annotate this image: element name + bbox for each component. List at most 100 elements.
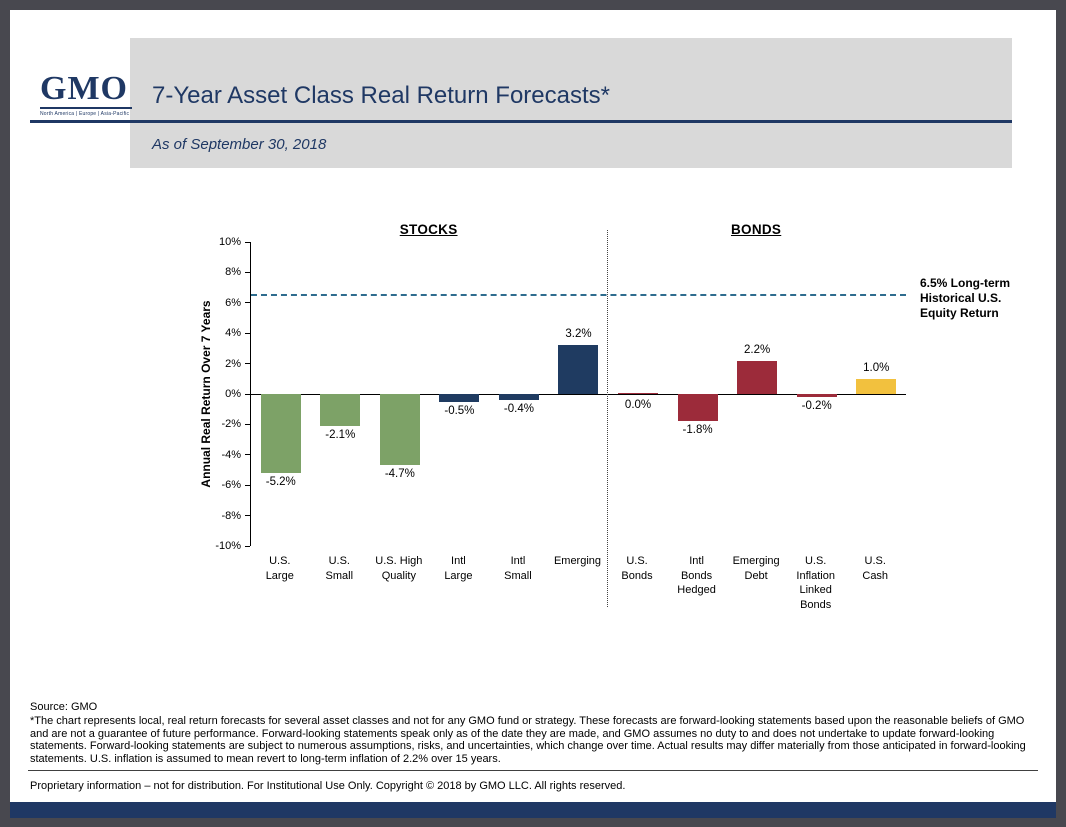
category-labels: U.S. Large U.S. Small U.S. High Quality Int… xyxy=(250,554,905,624)
bar xyxy=(558,345,599,394)
category-label: Intl Bonds Hedged xyxy=(677,555,716,596)
y-tick-mark xyxy=(245,363,250,365)
category-label: Intl Small xyxy=(504,555,532,582)
y-tick: -6% xyxy=(221,479,250,491)
bar-column: -1.8% xyxy=(668,242,728,546)
title-band xyxy=(130,38,1012,168)
bar-column: 1.0% xyxy=(846,242,906,546)
y-tick-mark xyxy=(245,454,250,456)
source-note: Source: GMO xyxy=(30,701,98,713)
disclaimer-text: *The chart represents local, real return… xyxy=(30,715,1026,765)
as-of-date: As of September 30, 2018 xyxy=(152,136,327,153)
slide-page: GMO North America | Europe | Asia-Pacifi… xyxy=(10,10,1056,802)
bar-column: -5.2% xyxy=(251,242,311,546)
bar-value-label: -4.7% xyxy=(384,468,415,481)
legal-text: Proprietary information – not for distri… xyxy=(30,780,626,792)
gmo-logo-text: GMO xyxy=(40,70,128,107)
bar-value-label: -5.2% xyxy=(265,476,296,489)
bar-value-label: 2.2% xyxy=(744,343,771,356)
y-tick-label: 0% xyxy=(225,388,241,400)
y-tick-label: 6% xyxy=(225,296,241,309)
group-header-bonds: BONDS xyxy=(730,222,782,237)
y-tick-mark xyxy=(245,515,250,517)
y-tick-label: 10% xyxy=(218,236,241,248)
y-tick: 10% xyxy=(219,236,250,248)
bar xyxy=(498,394,539,401)
reference-line-annotation: 6.5% Long-term Historical U.S. Equity Re… xyxy=(920,276,1011,320)
group-headers: STOCKS BONDS xyxy=(250,222,905,240)
header-rule xyxy=(30,120,1012,123)
bar xyxy=(379,394,420,466)
bar xyxy=(320,394,361,426)
y-tick: 8% xyxy=(225,266,250,278)
plot-area: -5.2% -2.1% -4.7% -0.5% -0.4% 3.2% 0.0% -1.8% 2.… xyxy=(250,242,906,546)
bar-value-label: -0.5% xyxy=(444,404,475,417)
bar xyxy=(618,393,659,395)
zero-axis-line xyxy=(251,394,906,395)
category-label: U.S. Small xyxy=(325,555,354,582)
bar xyxy=(677,394,718,422)
bar xyxy=(260,394,301,474)
bar-column: 2.2% xyxy=(727,242,787,546)
y-tick-mark xyxy=(245,241,250,243)
bar-column: -0.4% xyxy=(489,242,549,546)
y-tick: -2% xyxy=(221,418,250,430)
bar xyxy=(856,378,897,394)
stocks-bonds-separator xyxy=(607,230,609,607)
y-tick-label: 4% xyxy=(225,327,241,340)
y-tick-mark xyxy=(245,545,250,547)
bar-value-label: -2.1% xyxy=(325,428,356,441)
category-label: Intl Large xyxy=(444,555,473,582)
bar-column: -0.5% xyxy=(430,242,490,546)
y-tick: 2% xyxy=(225,358,250,370)
y-tick-mark xyxy=(245,484,250,486)
y-tick: 0% xyxy=(225,388,250,400)
bar-column: -4.7% xyxy=(370,242,430,546)
y-tick: -10% xyxy=(215,540,250,552)
bar-value-label: 3.2% xyxy=(565,328,592,341)
bar-column: -2.1% xyxy=(311,242,371,546)
y-tick-label: 2% xyxy=(225,357,241,370)
y-tick-mark xyxy=(245,271,250,273)
bar xyxy=(737,360,778,394)
bar-column: -0.2% xyxy=(787,242,847,546)
gmo-logo: GMO North America | Europe | Asia-Pacifi… xyxy=(40,72,140,117)
y-tick-label: -6% xyxy=(221,479,241,492)
y-tick-mark xyxy=(245,302,250,304)
y-tick-mark xyxy=(245,423,250,425)
bar-value-label: -0.4% xyxy=(503,403,534,416)
y-tick: -8% xyxy=(221,510,250,522)
y-tick-label: -4% xyxy=(221,448,241,461)
group-header-stocks: STOCKS xyxy=(399,222,458,237)
y-tick-label: -2% xyxy=(221,418,241,431)
y-axis-ticks: 10% 8% 6% 4% 2% 0% -2% -4% -6% -8% -10% xyxy=(160,236,250,552)
bar-value-label: -1.8% xyxy=(682,424,713,437)
bar-value-label: 0.0% xyxy=(624,399,652,411)
category-label: Emerging xyxy=(553,555,602,567)
bar-column: 0.0% xyxy=(608,242,668,546)
y-tick-mark xyxy=(245,393,250,395)
category-label: Emerging Debt xyxy=(732,555,780,582)
y-tick: 6% xyxy=(225,297,250,309)
bar-value-label: 1.0% xyxy=(863,361,890,374)
reference-line xyxy=(251,294,906,297)
bar-value-label: -0.2% xyxy=(801,400,832,413)
gmo-logo-tagline: North America | Europe | Asia-Pacific xyxy=(40,111,130,117)
y-tick-label: -10% xyxy=(215,540,241,552)
category-label: U.S. Cash xyxy=(862,555,889,582)
bar xyxy=(796,394,837,398)
category-label: U.S. Inflation Linked Bonds xyxy=(796,555,835,611)
bar xyxy=(439,394,480,402)
y-tick-label: -8% xyxy=(221,509,241,522)
category-label: U.S. Bonds xyxy=(621,555,653,582)
bottom-navy-band xyxy=(10,802,1056,818)
y-tick-label: 8% xyxy=(225,266,241,279)
gmo-logo-underline xyxy=(40,107,132,109)
page-title: 7-Year Asset Class Real Return Forecasts… xyxy=(152,82,610,109)
footer-rule xyxy=(28,770,1038,771)
category-label: U.S. High Quality xyxy=(375,555,423,582)
bar-column: 3.2% xyxy=(549,242,609,546)
y-tick: 4% xyxy=(225,327,250,339)
y-tick-mark xyxy=(245,332,250,334)
y-tick: -4% xyxy=(221,449,250,461)
